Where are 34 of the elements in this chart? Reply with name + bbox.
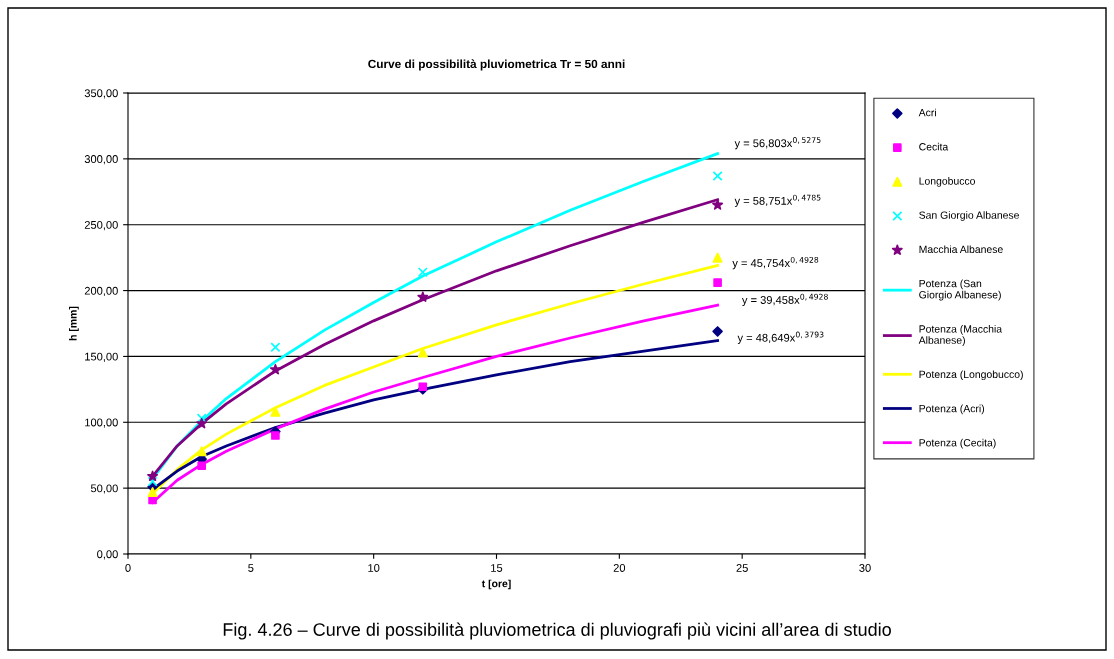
legend-label: Potenza (Cecita) bbox=[919, 438, 996, 449]
y-tick-label: 350,00 bbox=[84, 89, 118, 99]
x-tick-label: 30 bbox=[859, 564, 871, 572]
legend-label: Potenza (Acri) bbox=[919, 404, 985, 415]
y-axis-title: h [mm] bbox=[69, 306, 79, 341]
legend-label: San Giorgio Albanese bbox=[919, 211, 1019, 221]
x-tick-label: 10 bbox=[368, 564, 380, 572]
annotation: y = 39,458x$^{0,4928}$ bbox=[741, 293, 828, 307]
legend-label: Longobucco bbox=[919, 177, 976, 187]
x-tick-label: 25 bbox=[736, 564, 748, 572]
legend-label: Potenza (Longobucco) bbox=[919, 370, 1023, 381]
y-tick-label: 100,00 bbox=[85, 418, 118, 428]
legend-label: Cecita bbox=[919, 142, 949, 151]
y-tick-label: 200,00 bbox=[84, 286, 118, 297]
x-axis-title: t [ore] bbox=[481, 579, 511, 590]
x-tick-label: 20 bbox=[613, 564, 626, 572]
legend-label: Potenza (Macchia Albanese) bbox=[918, 324, 1003, 346]
y-tick-label: 300,00 bbox=[84, 155, 118, 165]
chart-title: Curve di possibilità pluviometrica Tr = 50 anni bbox=[368, 59, 625, 71]
x-tick-label: 0 bbox=[125, 564, 131, 572]
y-tick-label: 50,00 bbox=[90, 484, 118, 494]
y-tick-label: 250,00 bbox=[84, 220, 118, 231]
legend-label: Potenza (San Giorgio Albanese) bbox=[919, 279, 1001, 301]
x-tick-label: 15 bbox=[491, 564, 503, 572]
y-tick-label: 0,00 bbox=[97, 550, 118, 560]
caption: Fig. 4.26 – Curve di possibilità pluviometrica di pluviografi più vicini all’area di studio bbox=[223, 622, 891, 640]
annotation: y = 45,754x$^{0,4928}$ bbox=[732, 256, 819, 270]
annotation: y = 58,751x$^{0,4785}$ bbox=[734, 194, 821, 207]
annotation: y = 56,803x$^{0,5275}$ bbox=[734, 137, 821, 150]
legend-label: Macchia Albanese bbox=[919, 245, 1003, 254]
annotation: y = 48,649x$^{0,3793}$ bbox=[737, 331, 824, 344]
y-tick-label: 150,00 bbox=[85, 352, 118, 362]
x-tick-label: 5 bbox=[248, 564, 254, 572]
legend-label: Acri bbox=[918, 108, 936, 117]
